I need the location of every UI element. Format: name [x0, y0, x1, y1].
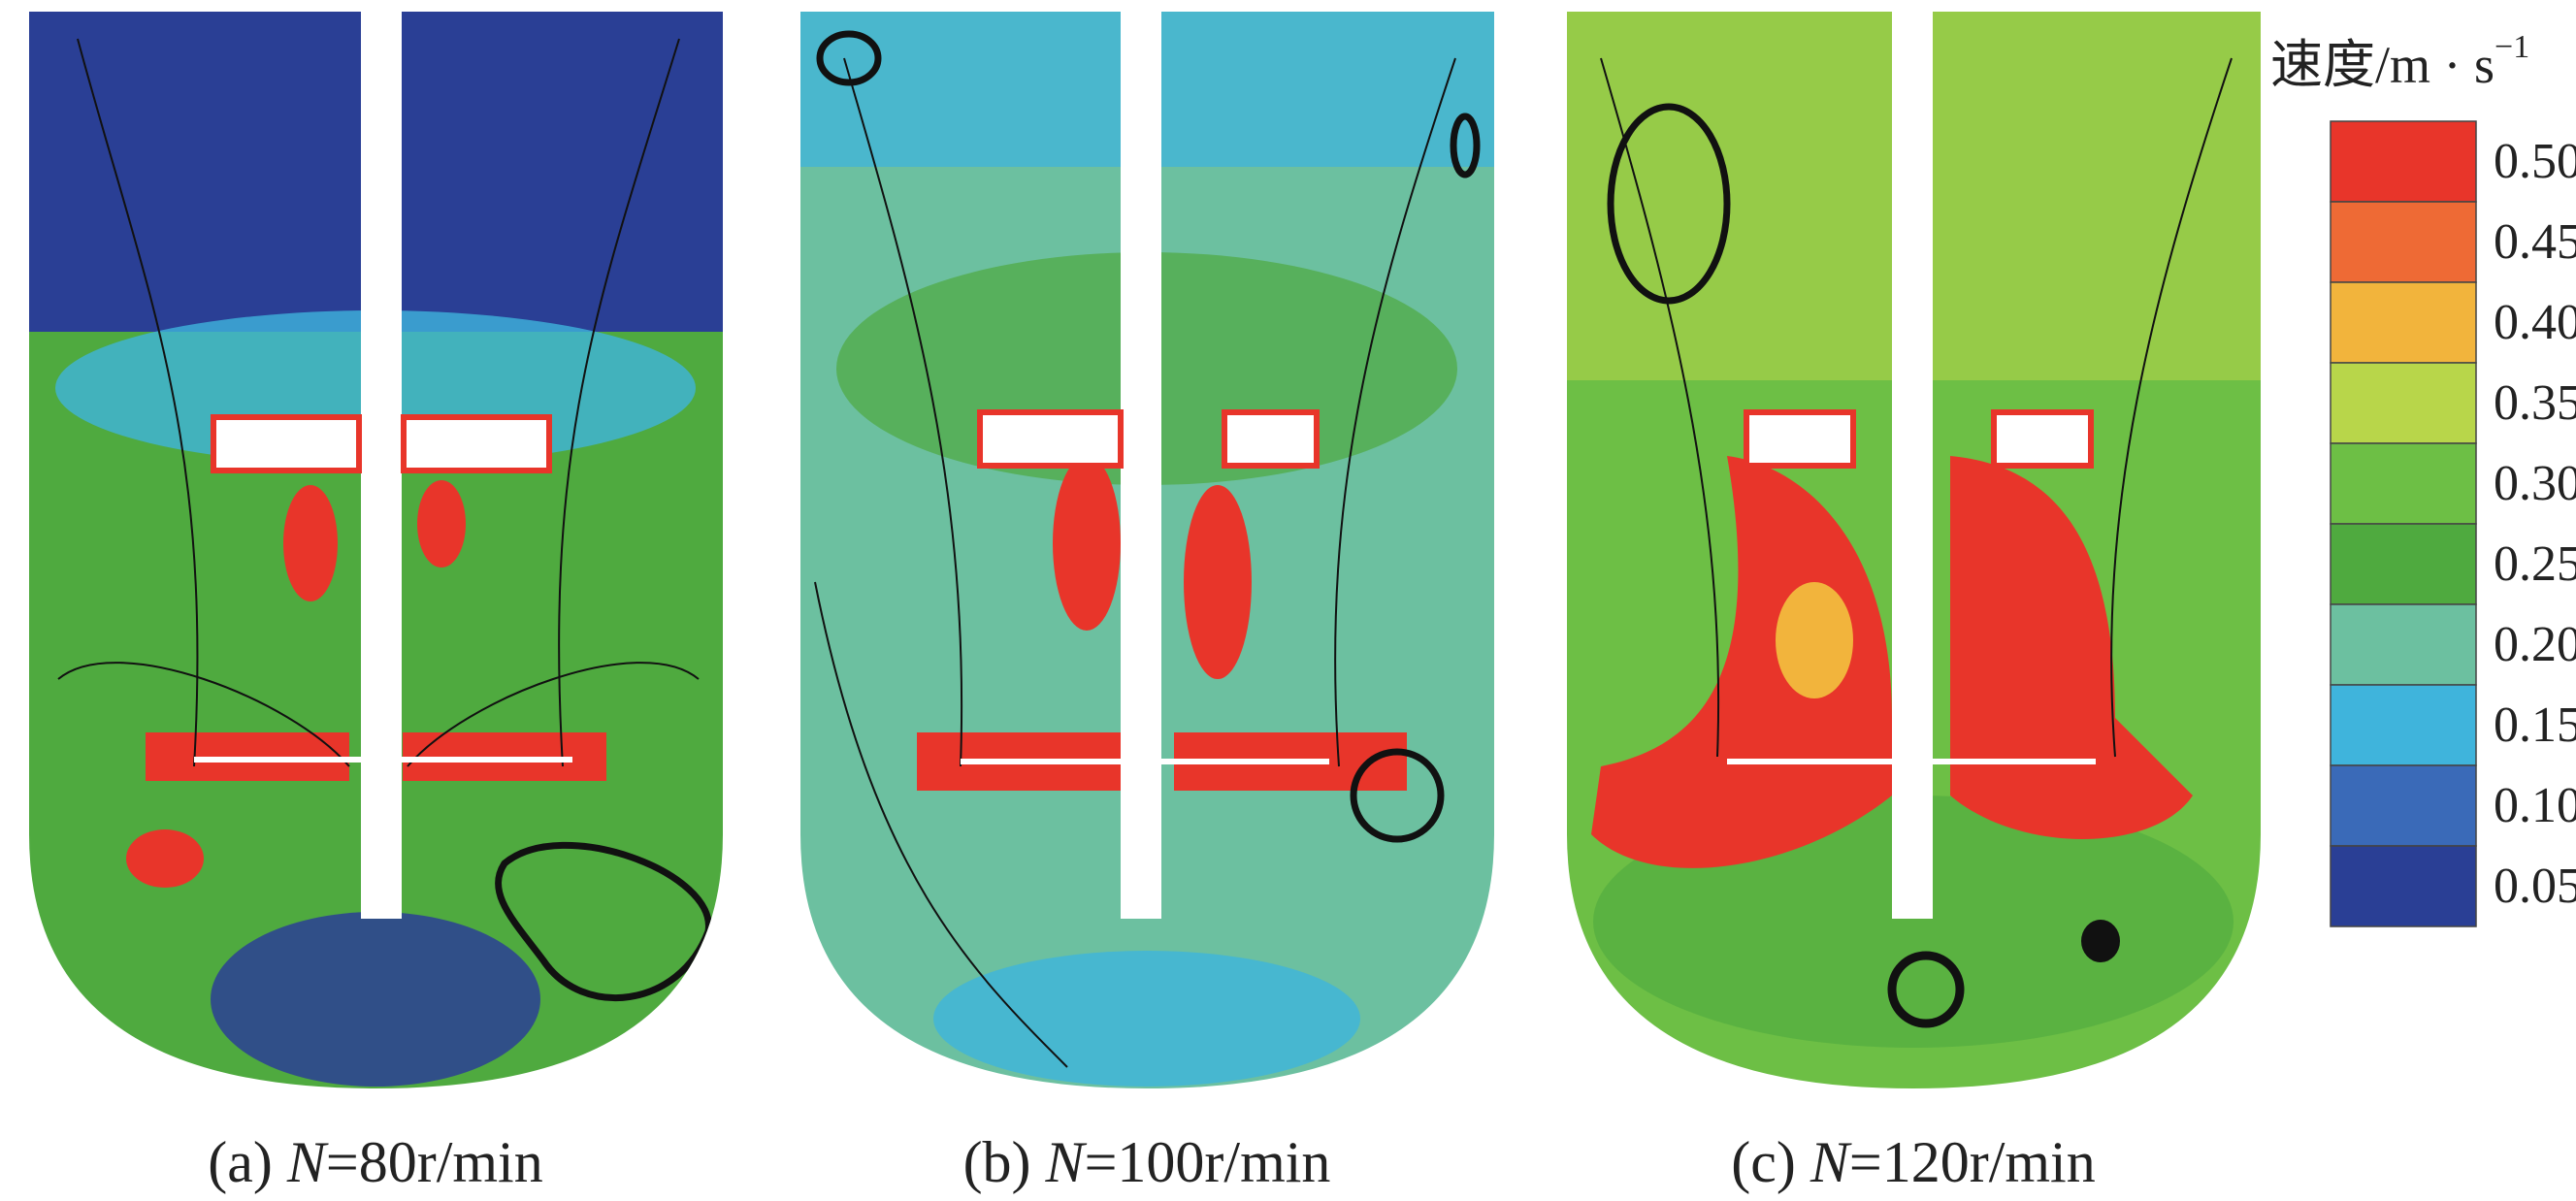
vessel-b-streamline-2 — [1334, 57, 1456, 767]
colorbar-swatch — [2330, 442, 2477, 525]
vessel-c-orange-spot — [1776, 582, 1853, 698]
vessel-b-bottom-zone — [933, 951, 1360, 1087]
vessel-a-lower-blade — [194, 757, 572, 763]
panel-c-caption: (c) N=120r/min — [1731, 1130, 2095, 1194]
colorbar-swatch — [2330, 684, 2477, 766]
vessel-c-vortex-bottom — [1887, 951, 1965, 1028]
vessel-b-vortex-top-left — [816, 30, 882, 86]
vessel-c-shaft — [1892, 12, 1933, 919]
colorbar-tick-label: 0.20 — [2494, 617, 2576, 672]
colorbar-tick-label: 0.30 — [2494, 456, 2576, 511]
vessel-a-bottom-zone — [211, 912, 540, 1087]
vessel-a-shaft — [361, 12, 402, 919]
vessel-c-vortex-top-left — [1607, 103, 1731, 305]
colorbar-tick-label: 0.10 — [2494, 778, 2576, 833]
colorbar-swatch — [2330, 201, 2477, 283]
colorbar-tick-label: 0.50 — [2494, 134, 2576, 189]
vessel-c-streamline-2 — [2110, 57, 2233, 758]
colorbar-swatch — [2330, 523, 2477, 605]
vessel-b-lower-blade — [961, 759, 1329, 764]
colorbar-tick-label: 0.15 — [2494, 698, 2576, 753]
colorbar-swatch — [2330, 120, 2477, 203]
panel-b: (b) N=100r/min — [800, 12, 1494, 1194]
panel-a: (a) N=80r/min — [29, 12, 723, 1194]
vessel-b-upper-impeller-right — [1222, 409, 1320, 469]
colorbar-swatch — [2330, 603, 2477, 686]
vessel-b-streamline-3 — [814, 581, 1068, 1068]
vessel-a — [29, 12, 723, 1088]
vessel-a-red-spot-mid-left — [283, 485, 338, 601]
vessel-a-red-spot-mid-right — [417, 480, 466, 568]
vessel-a-vortex-loop — [495, 841, 712, 1002]
colorbar: 速度/m · s−1 0.500.450.400.350.300.250.200… — [2270, 29, 2576, 927]
vessel-b-shaft — [1121, 12, 1161, 919]
vessel-c-red-region-right — [1950, 456, 2193, 839]
vessel-b-red-spot-mid-right — [1184, 485, 1252, 679]
colorbar-tick-label: 0.40 — [2494, 295, 2576, 350]
vessel-a-upper-impeller-right — [401, 414, 552, 473]
vessel-b-upper-impeller-left — [977, 409, 1124, 469]
vessel-b-red-spot-mid-left — [1053, 456, 1121, 631]
vessel-c-vortex-lower-right — [2081, 920, 2120, 962]
vessel-c-streamline-1 — [1600, 57, 1720, 758]
vessel-a-red-spot-left — [126, 829, 204, 888]
colorbar-swatch — [2330, 845, 2477, 927]
colorbar-tick-label: 0.45 — [2494, 214, 2576, 270]
panel-a-caption: (a) N=80r/min — [208, 1130, 542, 1194]
colorbar-title: 速度/m · s−1 — [2270, 29, 2529, 94]
vessel-a-streamline-3 — [57, 662, 350, 767]
colorbar-tick-label: 0.05 — [2494, 859, 2576, 914]
vessel-c — [1567, 12, 2261, 1088]
colorbar-swatch — [2330, 764, 2477, 847]
colorbar-tick-label: 0.25 — [2494, 536, 2576, 592]
vessel-a-streamline-2 — [558, 38, 680, 767]
vessel-c-lower-blade — [1727, 759, 2096, 764]
vessel-b-streamline-1 — [843, 57, 963, 767]
vessel-b-vortex-lower-right — [1350, 748, 1445, 843]
vessel-a-upper-impeller-left — [211, 414, 362, 473]
panel-b-caption: (b) N=100r/min — [963, 1130, 1331, 1194]
panel-c: (c) N=120r/min — [1567, 12, 2261, 1194]
colorbar-swatch — [2330, 281, 2477, 364]
vessel-a-streamline-1 — [77, 38, 199, 767]
vessel-c-red-region-left — [1591, 456, 1892, 868]
vessel-c-upper-impeller-left — [1744, 409, 1856, 469]
colorbar-tick-label: 0.35 — [2494, 375, 2576, 431]
vessel-c-upper-impeller-right — [1991, 409, 2094, 469]
vessel-b — [800, 12, 1494, 1088]
colorbar-swatches: 0.50 0.45 0.40 0.35 0.30 0.25 0.20 0.15 0.10 0.05 — [2330, 120, 2576, 927]
vessel-a-streamline-4 — [407, 662, 700, 767]
colorbar-swatch — [2330, 362, 2477, 444]
vessel-b-vortex-top-right — [1450, 113, 1481, 179]
